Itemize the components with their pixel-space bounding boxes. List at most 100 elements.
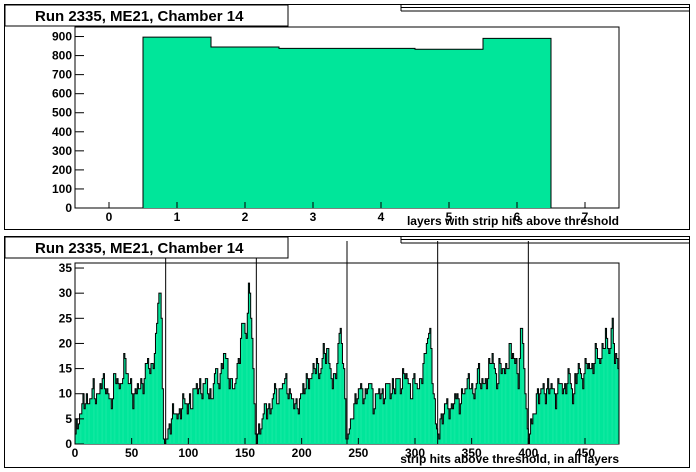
histogram-bar <box>275 388 277 444</box>
histogram-bar <box>79 413 81 444</box>
histogram-bar <box>298 413 300 444</box>
histogram-bar <box>243 323 246 444</box>
histogram-bar <box>293 408 296 444</box>
histogram-bar <box>241 323 243 444</box>
histogram-bar <box>303 393 306 444</box>
histogram-bar <box>194 388 196 444</box>
histogram-bar <box>206 378 208 444</box>
histogram-bar <box>348 433 350 444</box>
histogram-bar <box>523 368 526 444</box>
histogram-bar <box>186 403 188 444</box>
histogram-bar <box>495 373 497 444</box>
histogram-bar <box>477 368 479 444</box>
histogram-bar <box>374 408 376 444</box>
histogram-bar <box>415 49 483 208</box>
histogram-bar <box>103 373 105 444</box>
x-axis: 0 1 2 3 4 5 6 7 <box>106 202 589 224</box>
histogram-bar <box>76 418 78 444</box>
histogram-bar <box>583 373 586 444</box>
histogram-bar <box>231 378 233 444</box>
histogram-bar <box>260 428 263 444</box>
histogram-bar <box>452 408 454 444</box>
histogram-bar <box>408 383 410 444</box>
histogram-bar <box>334 373 336 444</box>
histogram-bar <box>314 368 316 444</box>
histogram-bar <box>156 323 158 444</box>
histogram-bar <box>118 383 120 444</box>
histogram-bar <box>582 388 585 444</box>
histogram-bar <box>264 403 266 444</box>
histogram-bar <box>417 388 419 444</box>
histogram-bar <box>530 418 532 444</box>
histogram-bar <box>511 358 513 444</box>
histogram-bar <box>97 393 99 444</box>
histogram-bar <box>86 393 88 444</box>
histogram-bar <box>468 373 470 444</box>
histogram-bar <box>502 368 504 444</box>
histogram-bar <box>291 398 293 444</box>
histogram-bar <box>139 388 141 444</box>
histogram-bar <box>285 373 288 444</box>
histogram-bar <box>225 358 228 444</box>
histogram-bar <box>471 383 473 444</box>
histogram-bar <box>267 408 269 444</box>
histogram-bar <box>375 393 377 444</box>
histogram-bar <box>430 348 433 444</box>
histogram-bar <box>317 363 319 444</box>
histogram-bar <box>478 363 480 444</box>
histogram-bar <box>126 373 128 444</box>
histogram-bar <box>177 418 179 444</box>
histogram-bar <box>157 303 160 444</box>
x-tick-label: 300 <box>405 446 425 460</box>
histogram-bar <box>483 38 551 208</box>
histogram-bar <box>160 293 162 444</box>
histogram-bar <box>521 328 523 444</box>
histogram-bar <box>281 388 283 444</box>
histogram-bar <box>556 393 558 444</box>
histogram-bar <box>560 383 562 444</box>
y-tick-label: 0 <box>65 437 72 451</box>
histogram-bar <box>269 413 272 444</box>
histogram-bar <box>242 323 245 444</box>
histogram-bar <box>189 393 191 444</box>
histogram-bar <box>535 413 537 444</box>
histogram-bar <box>230 378 232 444</box>
y-tick-label: 25 <box>59 311 73 325</box>
histogram-bar <box>141 383 144 444</box>
histogram-bar <box>503 368 505 444</box>
histogram-bar <box>326 348 328 444</box>
histogram-bar <box>532 413 535 444</box>
histogram-bar <box>330 368 332 444</box>
histogram-bar <box>305 388 307 444</box>
histogram-bar <box>481 378 484 444</box>
histogram-bar <box>276 403 279 444</box>
x-tick-label: 450 <box>575 446 595 460</box>
histogram-bar <box>96 393 98 444</box>
histogram-bar <box>109 398 111 444</box>
y-tick-label: 100 <box>52 182 72 196</box>
y-tick-label: 800 <box>52 49 72 63</box>
histogram-bar <box>333 373 335 444</box>
histogram-bar <box>182 393 184 444</box>
histogram-bar <box>294 403 297 444</box>
histogram-bar <box>497 383 500 444</box>
histogram-bar <box>589 368 591 444</box>
histogram-bar <box>174 413 177 444</box>
histogram-bar <box>122 378 124 444</box>
histogram-bar <box>463 393 466 444</box>
histogram-bar <box>318 378 320 444</box>
x-tick-label: 200 <box>292 446 312 460</box>
histogram-bar <box>545 403 547 444</box>
x-tick-label: 250 <box>348 446 368 460</box>
y-tick-label: 0 <box>65 201 72 215</box>
histogram-bar <box>517 373 519 444</box>
histogram-bar <box>297 408 299 444</box>
histogram-bar <box>402 368 404 444</box>
histogram-bar <box>218 388 221 444</box>
histogram-bar <box>489 363 492 444</box>
histogram-bar <box>384 398 386 444</box>
histogram-bar <box>335 378 337 444</box>
histogram-bar <box>309 378 311 444</box>
x-tick-label: 4 <box>378 210 385 224</box>
x-tick-label: 6 <box>514 210 521 224</box>
